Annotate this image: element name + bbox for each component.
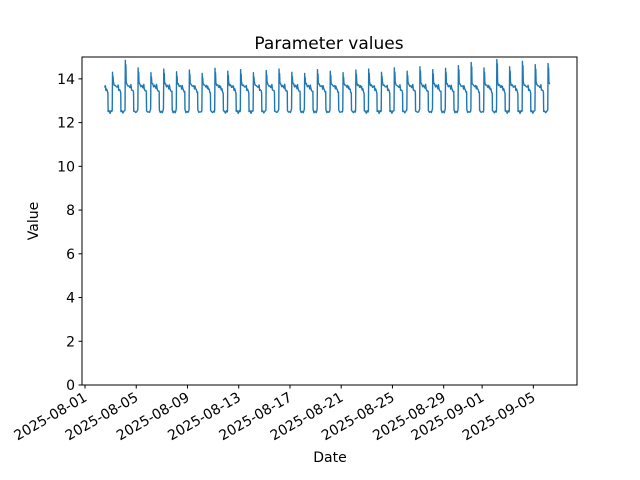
x-axis-label: Date <box>313 450 346 466</box>
y-tick-label: 8 <box>66 203 75 219</box>
y-tick-label: 6 <box>66 247 75 263</box>
y-axis-ticks: 0 2 4 6 8 10 12 14 <box>57 72 82 394</box>
y-tick-label: 14 <box>57 72 75 88</box>
chart-title: Parameter values <box>254 34 403 54</box>
y-tick-label: 0 <box>66 378 75 394</box>
y-axis-label: Value <box>26 202 42 240</box>
y-tick-label: 10 <box>57 159 75 175</box>
y-tick-label: 12 <box>57 116 75 132</box>
y-tick-label: 2 <box>66 334 75 350</box>
x-axis-ticks: 2025-08-012025-08-052025-08-092025-08-13… <box>12 385 538 444</box>
data-series-line <box>103 58 551 115</box>
y-tick-label: 4 <box>66 291 75 307</box>
